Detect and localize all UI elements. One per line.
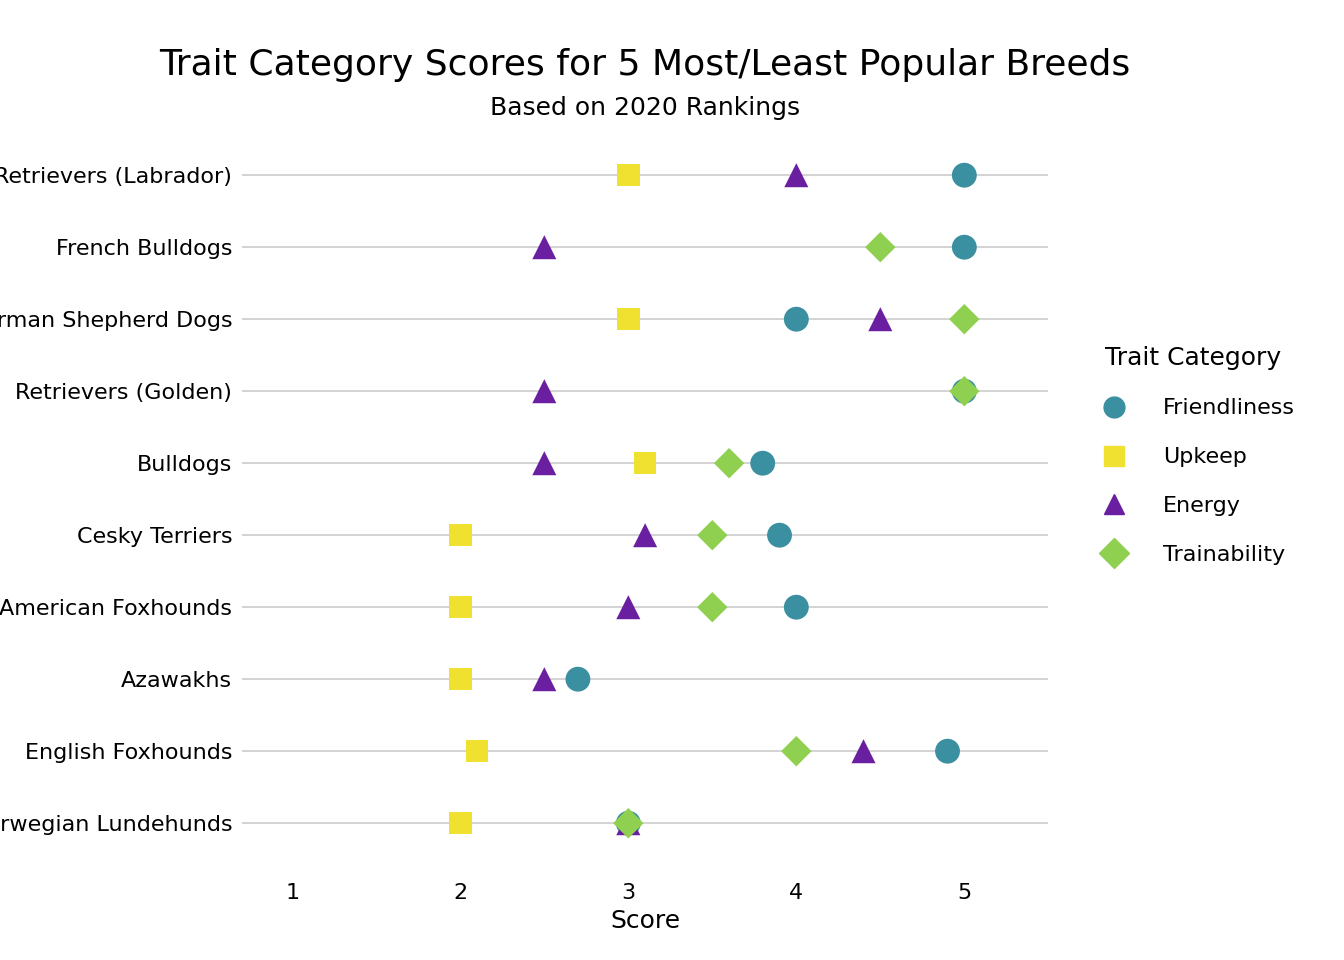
Point bbox=[953, 311, 974, 326]
Point bbox=[449, 671, 470, 686]
Point bbox=[617, 311, 638, 326]
Point bbox=[449, 815, 470, 830]
Point bbox=[870, 311, 891, 326]
Point bbox=[534, 671, 555, 686]
Point bbox=[702, 599, 723, 614]
Point bbox=[769, 527, 790, 542]
Point bbox=[785, 167, 806, 182]
Text: Trait Category Scores for 5 Most/Least Popular Breeds: Trait Category Scores for 5 Most/Least P… bbox=[160, 48, 1130, 82]
Text: Based on 2020 Rankings: Based on 2020 Rankings bbox=[491, 96, 800, 120]
Point bbox=[785, 599, 806, 614]
Point bbox=[617, 815, 638, 830]
Point bbox=[617, 815, 638, 830]
Point bbox=[852, 743, 874, 758]
Point bbox=[634, 455, 656, 470]
Point bbox=[785, 311, 806, 326]
Point bbox=[466, 743, 488, 758]
Point bbox=[870, 239, 891, 254]
Point bbox=[449, 527, 470, 542]
Point bbox=[617, 167, 638, 182]
Point bbox=[702, 527, 723, 542]
Point bbox=[718, 455, 739, 470]
Point bbox=[617, 599, 638, 614]
Point bbox=[751, 455, 773, 470]
Point bbox=[953, 383, 974, 398]
Point bbox=[617, 815, 638, 830]
Point bbox=[634, 527, 656, 542]
Point bbox=[953, 167, 974, 182]
Point bbox=[534, 239, 555, 254]
Point bbox=[953, 239, 974, 254]
Point bbox=[534, 455, 555, 470]
Legend: Friendliness, Upkeep, Energy, Trainability: Friendliness, Upkeep, Energy, Trainabili… bbox=[1091, 346, 1294, 565]
Point bbox=[567, 671, 589, 686]
Point bbox=[937, 743, 958, 758]
Point bbox=[449, 599, 470, 614]
X-axis label: Score: Score bbox=[610, 909, 680, 933]
Point bbox=[785, 743, 806, 758]
Point bbox=[534, 383, 555, 398]
Point bbox=[953, 383, 974, 398]
